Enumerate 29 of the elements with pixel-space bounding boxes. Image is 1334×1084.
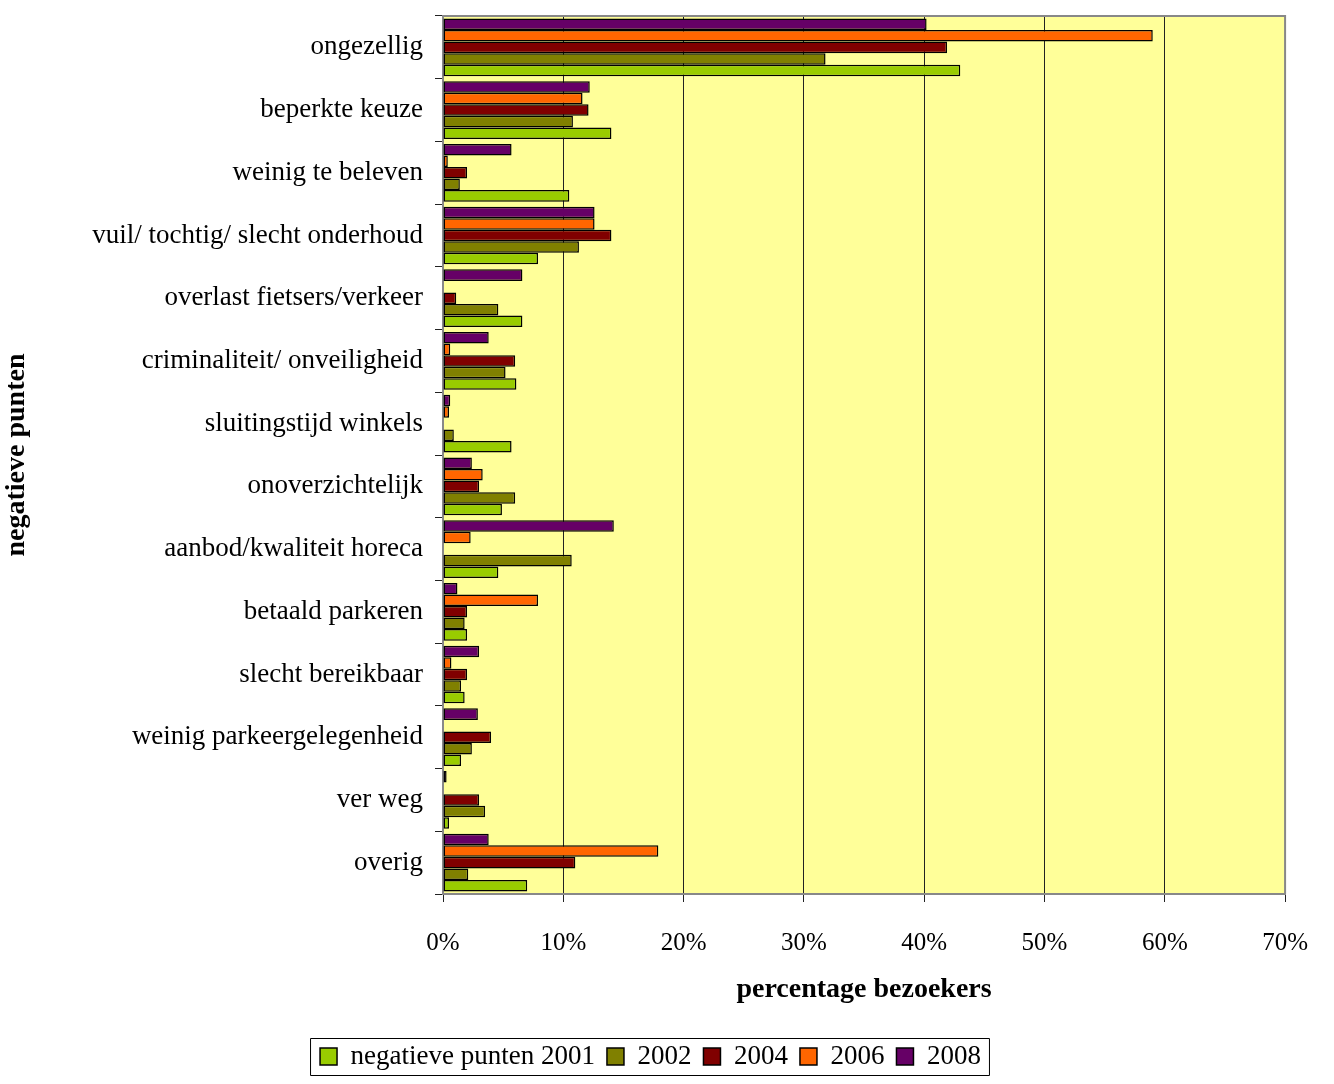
y-tick-label: aanbod/kwaliteit horeca: [164, 532, 424, 563]
x-tick-label: 10%: [540, 927, 587, 955]
x-tick-label: 30%: [780, 927, 827, 955]
y-tick-label: overig: [354, 845, 423, 876]
y-tick-label: weinig parkeergelegenheid: [131, 720, 424, 751]
x-tick-label: 60%: [1141, 927, 1188, 955]
y-tick-label: overlast fietsers/verkeer: [164, 281, 424, 312]
x-tick-label: 20%: [660, 927, 707, 955]
x-axis-title: percentage bezoekers: [736, 972, 992, 1004]
y-tick-label: slecht bereikbaar: [239, 657, 423, 688]
y-tick-label: ver weg: [336, 783, 423, 814]
legend-label: 2002: [637, 1039, 692, 1070]
y-tick-label: vuil/ tochtig/ slecht onderhoud: [92, 218, 424, 249]
x-tick-label: 0%: [426, 927, 460, 955]
x-tick-label: 50%: [1021, 927, 1068, 955]
legend-label: 2008: [926, 1039, 981, 1070]
y-tick-label: betaald parkeren: [243, 594, 424, 625]
y-tick-label: ongezellig: [310, 30, 423, 61]
legend-label: 2004: [733, 1039, 789, 1070]
y-tick-label: onoverzichtelijk: [247, 469, 424, 500]
x-tick-label: 70%: [1262, 927, 1308, 955]
y-tick-label: weinig te beleven: [232, 155, 424, 186]
y-tick-label: criminaliteit/ onveiligheid: [141, 344, 424, 375]
legend-label: 2006: [830, 1039, 885, 1070]
y-axis-title: negatieve punten: [0, 353, 31, 557]
x-tick-label: 40%: [901, 927, 948, 955]
legend-label: negatieve punten 2001: [350, 1039, 595, 1070]
y-tick-label: beperkte keuze: [260, 93, 424, 124]
y-tick-label: sluitingstijd winkels: [204, 406, 423, 437]
